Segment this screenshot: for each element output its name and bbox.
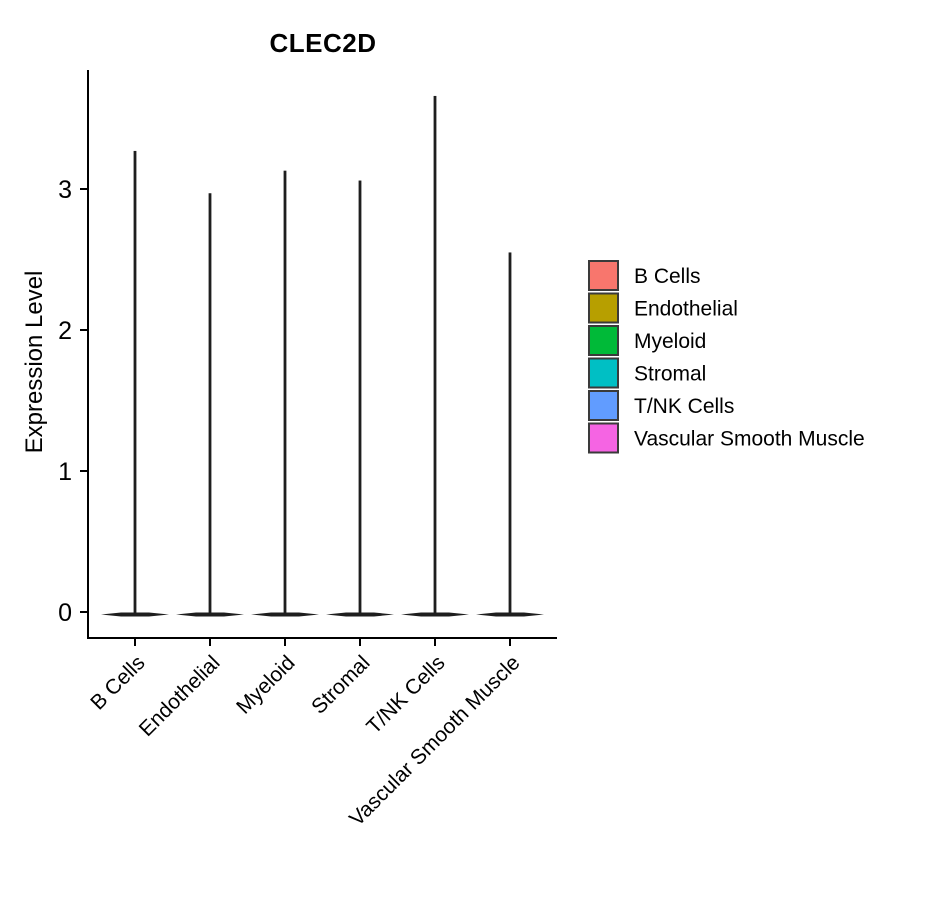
violin-endothelial [176, 193, 244, 617]
legend-label-myeloid: Myeloid [634, 330, 706, 353]
violin-vascular-smooth-muscle [476, 252, 544, 617]
violin-spike-stromal [358, 180, 362, 615]
violin-spike-vascular-smooth-muscle [508, 252, 512, 615]
violin-base-myeloid [251, 612, 319, 617]
legend: B Cells Endothelial Myeloid Stromal T/NK Cel… [588, 260, 865, 454]
violin-t-nk-cells [401, 95, 469, 617]
x-tick-label-b-cells: B Cells [86, 651, 149, 714]
legend-label-t-nk-cells: T/NK Cells [634, 395, 734, 418]
legend-label-endothelial: Endothelial [634, 298, 738, 321]
violin-base-b-cells [101, 612, 169, 617]
y-axis-ticks: 0 1 2 3 [58, 176, 88, 627]
legend-swatch-endothelial [588, 292, 619, 324]
violin-myeloid [251, 170, 319, 617]
legend-label-vascular-smooth-muscle: Vascular Smooth Muscle [634, 428, 865, 451]
x-tick-label-endothelial: Endothelial [135, 651, 225, 741]
legend-entry-myeloid: Myeloid [588, 325, 706, 356]
legend-label-b-cells: B Cells [634, 265, 701, 288]
x-tick-label-myeloid: Myeloid [232, 651, 299, 718]
y-axis-label: Expression Level [21, 271, 48, 454]
legend-swatch-vascular-smooth-muscle [588, 422, 619, 454]
violin-stromal [326, 180, 394, 617]
legend-entry-t-nk-cells: T/NK Cells [588, 390, 734, 421]
legend-swatch-t-nk-cells [588, 390, 619, 421]
legend-swatch-b-cells [588, 260, 619, 291]
violin-spike-myeloid [283, 170, 287, 615]
legend-entry-stromal: Stromal [588, 357, 706, 389]
legend-swatch-stromal [588, 357, 619, 389]
legend-entry-b-cells: B Cells [588, 260, 701, 291]
legend-label-stromal: Stromal [634, 363, 706, 386]
violin-b-cells [101, 150, 169, 617]
violins [101, 95, 544, 617]
violin-base-stromal [326, 612, 394, 617]
chart-title: CLEC2D [269, 28, 376, 58]
x-tick-label-stromal: Stromal [307, 651, 374, 718]
y-tick-label-1: 1 [58, 458, 72, 486]
violin-base-t-nk-cells [401, 612, 469, 617]
legend-entry-endothelial: Endothelial [588, 292, 738, 324]
violin-base-vascular-smooth-muscle [476, 612, 544, 617]
violin-spike-t-nk-cells [433, 95, 437, 615]
y-tick-label-2: 2 [58, 317, 72, 345]
legend-entry-vascular-smooth-muscle: Vascular Smooth Muscle [588, 422, 865, 454]
y-tick-label-0: 0 [58, 599, 72, 627]
violin-spike-b-cells [133, 150, 137, 615]
violin-spike-endothelial [208, 193, 212, 615]
y-tick-label-3: 3 [58, 176, 72, 204]
legend-swatch-myeloid [588, 325, 619, 356]
violin-base-endothelial [176, 612, 244, 617]
